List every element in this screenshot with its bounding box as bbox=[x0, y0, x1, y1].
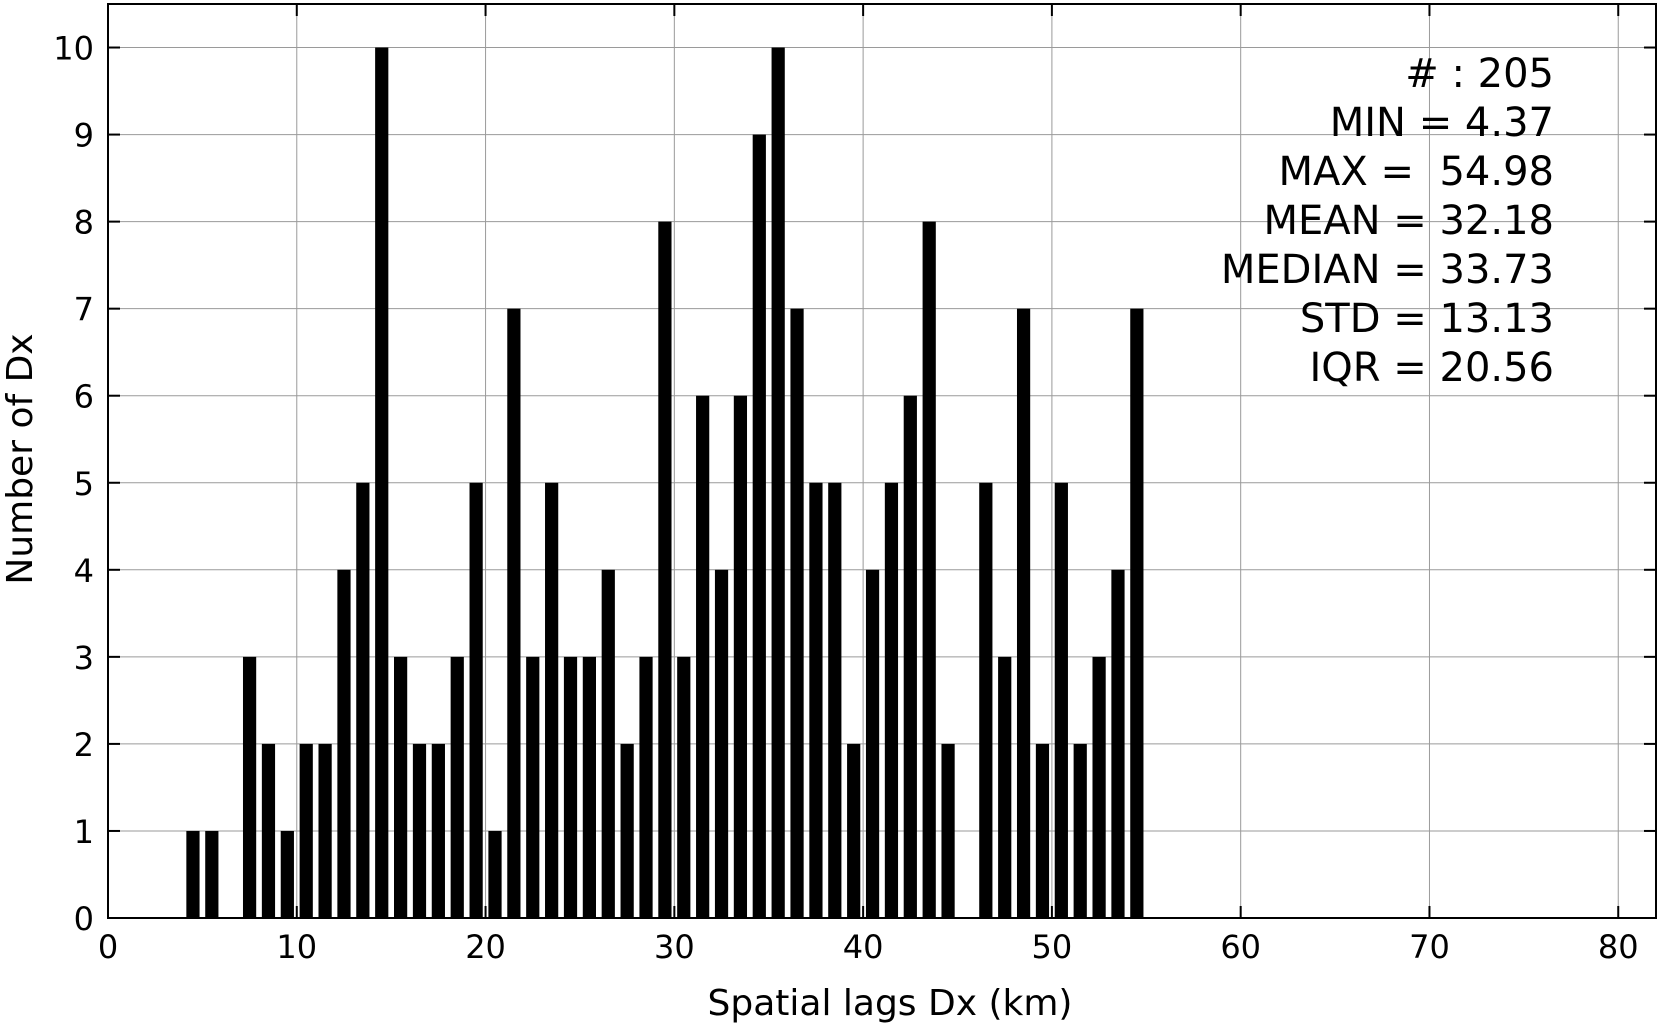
histogram-bar bbox=[809, 482, 823, 918]
y-tick-label: 3 bbox=[74, 639, 94, 677]
histogram-bar bbox=[450, 656, 464, 918]
histogram-bar bbox=[733, 395, 748, 918]
histogram-bar bbox=[922, 221, 936, 919]
stat-max: MAX = 54.98 bbox=[1279, 149, 1554, 195]
histogram-bar bbox=[242, 656, 257, 918]
y-tick-label: 9 bbox=[74, 117, 94, 155]
histogram-bar bbox=[903, 395, 917, 918]
histogram-bar bbox=[394, 656, 408, 918]
ticks bbox=[107, 4, 1656, 919]
histogram-bar bbox=[620, 743, 634, 918]
histogram-bar bbox=[1073, 743, 1087, 918]
x-tick-labels: 0 10 20 30 40 50 60 70 80 bbox=[98, 928, 1639, 966]
y-tick-label: 2 bbox=[74, 726, 94, 764]
plot-frame bbox=[107, 3, 1657, 919]
histogram-bar bbox=[431, 743, 445, 918]
y-tick-label: 1 bbox=[74, 813, 94, 851]
histogram-bar bbox=[1111, 569, 1125, 918]
histogram-bar bbox=[356, 482, 370, 918]
x-tick-label: 10 bbox=[276, 928, 317, 966]
histogram-bar bbox=[884, 482, 899, 918]
histogram-bar bbox=[847, 743, 861, 918]
stats-annotation: # : 205 MIN = 4.37 MAX = 54.98 MEAN = 32… bbox=[1221, 51, 1554, 391]
x-tick-label: 80 bbox=[1598, 928, 1639, 966]
stat-iqr: IQR = 20.56 bbox=[1309, 345, 1554, 391]
x-tick-label: 50 bbox=[1032, 928, 1073, 966]
histogram-bar bbox=[261, 743, 276, 918]
histogram-bar bbox=[318, 743, 332, 918]
x-tick-label: 20 bbox=[465, 928, 506, 966]
histogram-bar bbox=[790, 308, 804, 919]
y-tick-label: 5 bbox=[74, 465, 94, 503]
histogram-bar bbox=[979, 482, 993, 918]
histogram-bar bbox=[375, 47, 389, 919]
y-tick-label: 10 bbox=[53, 30, 94, 68]
histogram-bar bbox=[828, 482, 842, 918]
y-tick-label: 0 bbox=[74, 900, 94, 938]
histogram-bar bbox=[1092, 656, 1106, 918]
histogram-bar bbox=[752, 134, 766, 919]
histogram-bar bbox=[771, 47, 785, 919]
histogram-bar bbox=[488, 830, 502, 918]
stat-std: STD = 13.13 bbox=[1300, 296, 1554, 342]
histogram-bar bbox=[1035, 743, 1050, 918]
histogram-bar bbox=[337, 569, 351, 918]
histogram-bar bbox=[658, 221, 672, 919]
histogram-bar bbox=[1054, 482, 1068, 918]
histogram-bar bbox=[186, 830, 200, 918]
histogram-bar bbox=[601, 569, 615, 918]
histogram-bar bbox=[507, 308, 521, 919]
x-tick-label: 40 bbox=[843, 928, 884, 966]
histogram-bar bbox=[205, 830, 219, 918]
histogram-bar bbox=[639, 656, 653, 918]
histogram-bar bbox=[865, 569, 880, 918]
x-tick-label: 0 bbox=[98, 928, 118, 966]
x-tick-label: 30 bbox=[654, 928, 695, 966]
histogram-bar bbox=[412, 743, 427, 918]
histogram-bar bbox=[1016, 308, 1031, 919]
histogram-bar bbox=[280, 830, 294, 918]
histogram-bar bbox=[1130, 308, 1144, 919]
bars bbox=[186, 47, 1144, 919]
histogram-bar bbox=[563, 656, 578, 918]
stat-mean: MEAN = 32.18 bbox=[1263, 198, 1554, 244]
histogram-bar bbox=[998, 656, 1012, 918]
histogram-bar bbox=[545, 482, 559, 918]
x-axis-title: Spatial lags Dx (km) bbox=[708, 983, 1073, 1024]
stat-median: MEDIAN = 33.73 bbox=[1221, 247, 1554, 293]
y-axis-title: Number of Dx bbox=[0, 333, 41, 584]
histogram-bar bbox=[582, 656, 596, 918]
histogram-bar bbox=[941, 743, 955, 918]
y-tick-label: 8 bbox=[74, 204, 94, 242]
y-tick-label: 4 bbox=[74, 552, 94, 590]
stat-count: # : 205 bbox=[1405, 51, 1554, 97]
histogram-bar bbox=[714, 569, 729, 918]
y-tick-label: 6 bbox=[74, 378, 94, 416]
histogram-bar bbox=[299, 743, 313, 918]
histogram-bar bbox=[677, 656, 691, 918]
stat-min: MIN = 4.37 bbox=[1330, 100, 1554, 146]
x-tick-label: 60 bbox=[1220, 928, 1261, 966]
y-tick-labels: 0 1 2 3 4 5 6 7 8 9 10 bbox=[53, 30, 94, 938]
histogram-bar bbox=[696, 395, 710, 918]
y-tick-label: 7 bbox=[74, 291, 94, 329]
histogram-bar bbox=[469, 482, 483, 918]
histogram-bar bbox=[526, 656, 540, 918]
x-tick-label: 70 bbox=[1409, 928, 1450, 966]
